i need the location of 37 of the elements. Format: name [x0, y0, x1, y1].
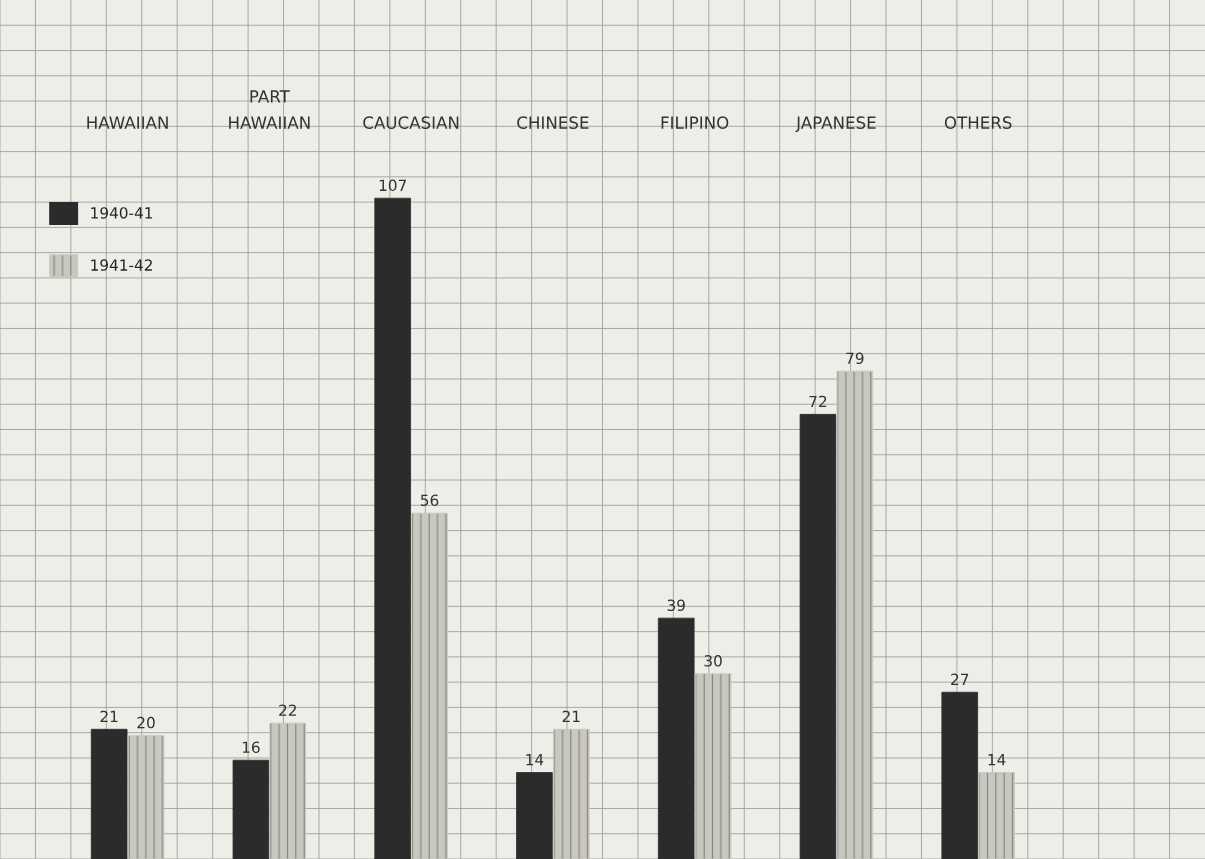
bar	[411, 512, 448, 859]
x-tick-label: OTHERS	[944, 116, 1012, 129]
bar	[836, 370, 874, 859]
bar	[374, 197, 411, 859]
data-label: 39	[667, 599, 685, 612]
data-label: 21	[562, 710, 580, 722]
x-tick-label: JAPANESE	[795, 116, 876, 133]
data-label: 16	[242, 741, 260, 754]
bar	[516, 772, 553, 859]
data-label: 21	[100, 710, 118, 722]
bar	[232, 759, 270, 859]
x-tick-label: CAUCASIAN	[363, 116, 459, 129]
data-label: 30	[704, 655, 722, 667]
bar	[657, 617, 695, 859]
bar	[978, 772, 1015, 859]
data-label: 14	[988, 754, 1006, 766]
data-label: 107	[379, 179, 406, 192]
x-tick-label: PART HAWAIIAN	[229, 90, 310, 129]
data-label: 20	[137, 716, 155, 729]
bar	[90, 728, 128, 859]
data-label: 14	[526, 754, 544, 766]
data-label: 56	[421, 494, 439, 507]
bar	[269, 722, 307, 859]
bar	[553, 728, 590, 859]
bar	[941, 691, 979, 859]
data-label: 22	[279, 704, 296, 716]
bar	[127, 735, 165, 859]
x-tick-label: HAWAIIAN	[87, 116, 168, 129]
legend-label: 1940-41	[91, 207, 153, 219]
data-label: 27	[951, 673, 969, 685]
bar	[694, 673, 732, 859]
data-label: 79	[846, 352, 864, 365]
bar	[799, 413, 837, 859]
x-tick-label: FILIPINO	[661, 116, 729, 129]
data-label: 72	[809, 395, 827, 408]
x-tick-label: CHINESE	[517, 116, 589, 129]
legend-label: 1941-42	[91, 259, 152, 271]
